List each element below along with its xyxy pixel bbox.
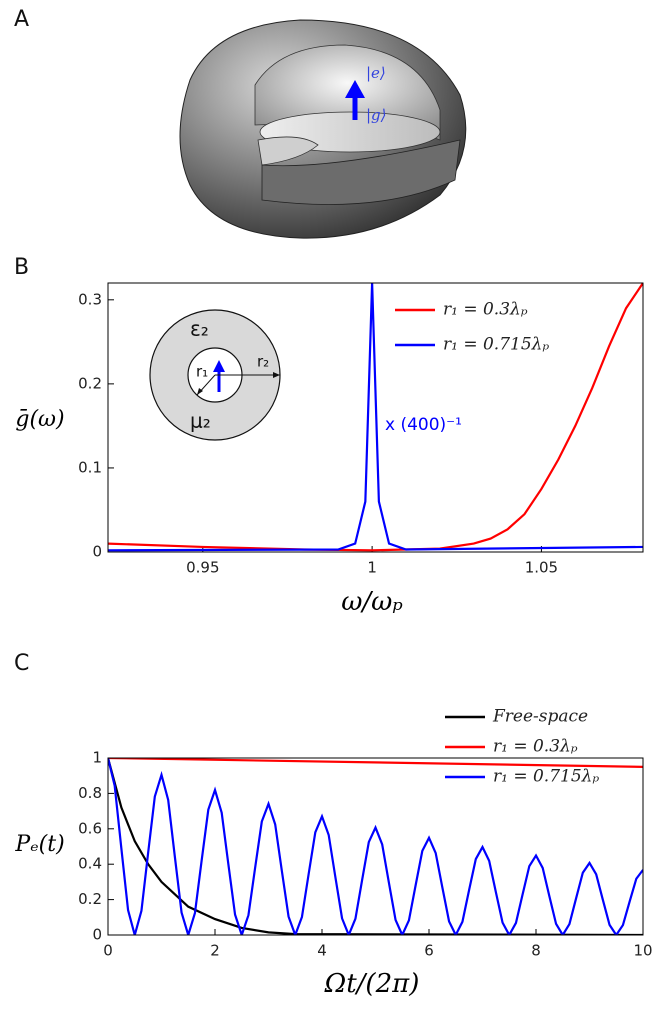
chart: 0.95 1 1.05 0 0.1 0.2 0.3 ω/ωₚ ḡ(ω) r₁ = 0.3λₚ r₁ … <box>15 282 644 617</box>
x-tick-label: 6 <box>424 942 434 960</box>
y-tick-label: 0.2 <box>78 374 102 392</box>
data-line <box>108 283 643 552</box>
inset-label: ε₂ <box>190 317 209 341</box>
data-line <box>108 758 643 935</box>
y-tick-label: 0.1 <box>78 458 102 476</box>
y-tick-label: 0.6 <box>78 819 102 837</box>
y-tick-label: 0.2 <box>78 890 102 908</box>
panel-label: C <box>14 651 29 676</box>
legend-label: r₁ = 0.715λₚ <box>443 335 549 355</box>
x-tick-label: 2 <box>210 942 220 960</box>
inset-label: r₂ <box>257 353 269 371</box>
state-label: |e⟩ <box>366 64 386 82</box>
x-tick-label: 10 <box>633 942 652 960</box>
inset-label: μ₂ <box>190 409 211 433</box>
legend-label: r₁ = 0.3λₚ <box>443 300 528 320</box>
panel-label: A <box>14 7 29 32</box>
plot-frame <box>107 757 644 936</box>
x-tick-label: 0.95 <box>186 559 219 577</box>
state-label: |g⟩ <box>366 106 387 124</box>
y-tick-label: 1 <box>92 749 102 767</box>
y-tick-label: 0.3 <box>78 290 102 308</box>
x-tick-label: 4 <box>317 942 327 960</box>
data-line <box>108 758 643 935</box>
y-axis-label: Pₑ(t) <box>14 832 64 857</box>
annotation: x (400)⁻¹ <box>385 415 462 435</box>
dipole-arrowhead <box>345 80 365 98</box>
panel-label: B <box>14 255 29 280</box>
x-tick-label: 1.05 <box>525 559 558 577</box>
x-tick-label: 1 <box>367 559 377 577</box>
y-tick-label: 0 <box>92 926 102 944</box>
legend-label: r₁ = 0.3λₚ <box>493 737 578 757</box>
y-tick-label: 0.8 <box>78 784 102 802</box>
legend-label: r₁ = 0.715λₚ <box>493 767 599 787</box>
y-tick-label: 0 <box>92 543 102 561</box>
inset-diagram: ε₂ μ₂ r₁ r₂ <box>149 309 281 441</box>
x-tick-label: 8 <box>531 942 541 960</box>
chart: 0 2 4 6 8 10 0 0.2 0.4 0.6 0.8 1 Ωt/(2π) Pₑ(t) Free-sp… <box>14 707 652 1000</box>
x-tick-label: 0 <box>103 942 113 960</box>
y-tick-label: 0.4 <box>78 855 102 873</box>
plot-frame <box>107 282 644 553</box>
y-axis-label: ḡ(ω) <box>15 407 64 432</box>
cavity-illustration: |e⟩ |g⟩ <box>179 19 467 239</box>
x-axis-label: ω/ωₚ <box>341 587 403 617</box>
x-axis-label: Ωt/(2π) <box>324 969 420 999</box>
inset-label: r₁ <box>196 363 208 381</box>
legend-label: Free-space <box>492 707 588 727</box>
data-line <box>108 758 643 768</box>
